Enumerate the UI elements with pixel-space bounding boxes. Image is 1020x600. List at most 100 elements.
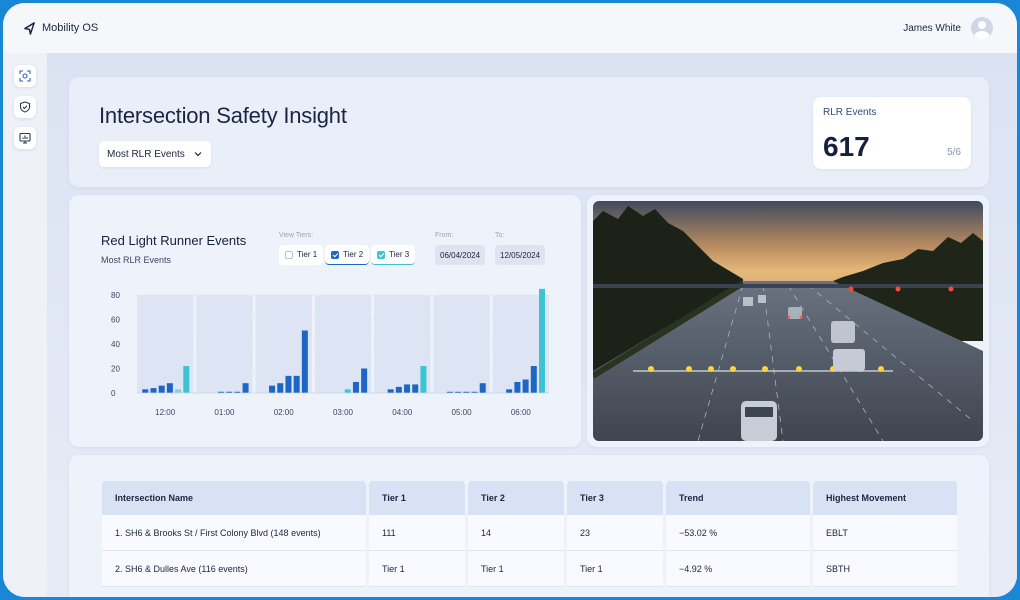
col-header-highest-movement[interactable]: Highest Movement xyxy=(813,481,957,515)
x-tick-label: 03:00 xyxy=(333,408,354,417)
user-menu[interactable]: James White xyxy=(903,17,993,39)
table-row[interactable]: 1. SH6 & Brooks St / First Colony Blvd (… xyxy=(102,515,957,551)
top-bar: Mobility OS James White xyxy=(3,3,1017,53)
bar[interactable] xyxy=(269,385,276,393)
cell-trend: −53.02 % xyxy=(666,515,810,551)
y-tick-label: 60 xyxy=(111,316,120,325)
chart-card: Red Light Runner Events Most RLR Events … xyxy=(69,195,581,447)
intersections-table: Intersection Name Tier 1 Tier 2 Tier 3 T… xyxy=(99,481,960,587)
header-card: Intersection Safety Insight Most RLR Eve… xyxy=(69,77,989,187)
col-header-tier-2[interactable]: Tier 2 xyxy=(468,481,564,515)
bar[interactable] xyxy=(522,379,529,393)
from-label: From: xyxy=(435,232,454,239)
cell-tier-3: 23 xyxy=(567,515,663,551)
sidebar xyxy=(3,53,47,597)
bar[interactable] xyxy=(530,366,537,393)
bar[interactable] xyxy=(479,383,486,393)
cell-tier-3: Tier 1 xyxy=(567,551,663,587)
bar[interactable] xyxy=(471,391,478,393)
col-header-tier-1[interactable]: Tier 1 xyxy=(369,481,465,515)
app-name: Mobility OS xyxy=(42,22,99,34)
table-header-row: Intersection Name Tier 1 Tier 2 Tier 3 T… xyxy=(102,481,957,515)
bar[interactable] xyxy=(420,366,427,393)
bar[interactable] xyxy=(455,391,462,393)
app-window: Mobility OS James White xyxy=(3,3,1017,597)
bar[interactable] xyxy=(361,368,368,394)
bar[interactable] xyxy=(150,388,157,393)
kpi-pagination[interactable]: 5/6 xyxy=(947,147,961,158)
bar[interactable] xyxy=(463,391,470,393)
bar[interactable] xyxy=(404,384,411,393)
bar[interactable] xyxy=(395,386,402,393)
bar[interactable] xyxy=(387,389,394,393)
col-header-tier-3[interactable]: Tier 3 xyxy=(567,481,663,515)
sidebar-item-safety[interactable] xyxy=(14,96,36,118)
tier-1-checkbox[interactable] xyxy=(285,250,293,259)
bar[interactable] xyxy=(217,391,224,393)
table-card: Intersection Name Tier 1 Tier 2 Tier 3 T… xyxy=(69,455,989,597)
bar[interactable] xyxy=(352,381,359,393)
sort-dropdown[interactable]: Most RLR Events xyxy=(99,141,211,167)
cell-trend: −4.92 % xyxy=(666,551,810,587)
kpi-value: 617 xyxy=(823,131,870,162)
intersection-camera-feed[interactable] xyxy=(593,201,983,441)
chart-report-icon xyxy=(19,132,31,144)
tier-3-checkbox[interactable] xyxy=(377,250,385,259)
page-title: Intersection Safety Insight xyxy=(99,103,347,128)
rlr-bar-chart: 0 20 40 60 80 12:00 01:00 02:00 03:00 04:00 05:00 0… xyxy=(111,288,549,417)
from-date-input[interactable]: 06/04/2024 xyxy=(435,245,486,265)
table-row[interactable]: 2. SH6 & Dulles Ave (116 events) Tier 1 … xyxy=(102,551,957,587)
y-tick-label: 20 xyxy=(111,365,120,374)
bar[interactable] xyxy=(412,384,419,393)
bar[interactable] xyxy=(142,389,149,393)
cell-highest-movement: EBLT xyxy=(813,515,957,551)
main-content: Intersection Safety Insight Most RLR Eve… xyxy=(47,53,1017,597)
col-header-intersection[interactable]: Intersection Name xyxy=(102,481,366,515)
bar[interactable] xyxy=(446,391,453,393)
bar[interactable] xyxy=(506,389,513,393)
bar[interactable] xyxy=(234,391,241,393)
x-tick-label: 04:00 xyxy=(392,408,413,417)
tier-3-toggle[interactable]: Tier 3 xyxy=(371,245,416,265)
bar[interactable] xyxy=(183,366,190,393)
x-tick-label: 02:00 xyxy=(274,408,295,417)
brand[interactable]: Mobility OS xyxy=(23,21,99,35)
y-tick-label: 80 xyxy=(111,291,120,300)
logo-icon xyxy=(24,21,35,35)
col-header-trend[interactable]: Trend xyxy=(666,481,810,515)
bar[interactable] xyxy=(514,381,521,393)
bar[interactable] xyxy=(242,383,249,393)
avatar[interactable] xyxy=(971,17,993,39)
x-tick-label: 12:00 xyxy=(155,408,176,417)
tier-1-toggle[interactable]: Tier 1 xyxy=(279,245,324,265)
sidebar-item-insight[interactable] xyxy=(14,65,36,87)
bar[interactable] xyxy=(293,375,300,393)
x-tick-label: 05:00 xyxy=(452,408,473,417)
tier-2-toggle[interactable]: Tier 2 xyxy=(325,245,370,265)
cell-intersection: 2. SH6 & Dulles Ave (116 events) xyxy=(102,551,366,587)
cell-tier-2: 14 xyxy=(468,515,564,551)
bar[interactable] xyxy=(277,383,284,393)
bar[interactable] xyxy=(158,385,165,393)
bar[interactable] xyxy=(344,389,351,393)
bar[interactable] xyxy=(226,391,233,393)
to-date-input[interactable]: 12/05/2024 xyxy=(495,245,546,265)
cell-tier-2: Tier 1 xyxy=(468,551,564,587)
bar[interactable] xyxy=(166,383,173,393)
bar[interactable] xyxy=(301,330,308,393)
chart-subtitle: Most RLR Events xyxy=(101,255,172,265)
kpi-label: RLR Events xyxy=(823,107,877,118)
tier-3-label: Tier 3 xyxy=(389,250,410,259)
tier-2-checkbox[interactable] xyxy=(331,250,339,259)
bar[interactable] xyxy=(539,288,545,393)
sidebar-item-reports[interactable] xyxy=(14,127,36,149)
rlr-events-kpi: RLR Events 617 5/6 xyxy=(813,97,971,169)
scan-icon xyxy=(19,70,31,82)
view-tiers-label: View Tiers: xyxy=(279,232,314,239)
bar-group-background xyxy=(433,295,490,393)
cell-intersection: 1. SH6 & Brooks St / First Colony Blvd (… xyxy=(102,515,366,551)
bar[interactable] xyxy=(285,375,292,393)
bar[interactable] xyxy=(175,389,182,393)
to-label: To: xyxy=(495,232,505,239)
cell-tier-1: Tier 1 xyxy=(369,551,465,587)
